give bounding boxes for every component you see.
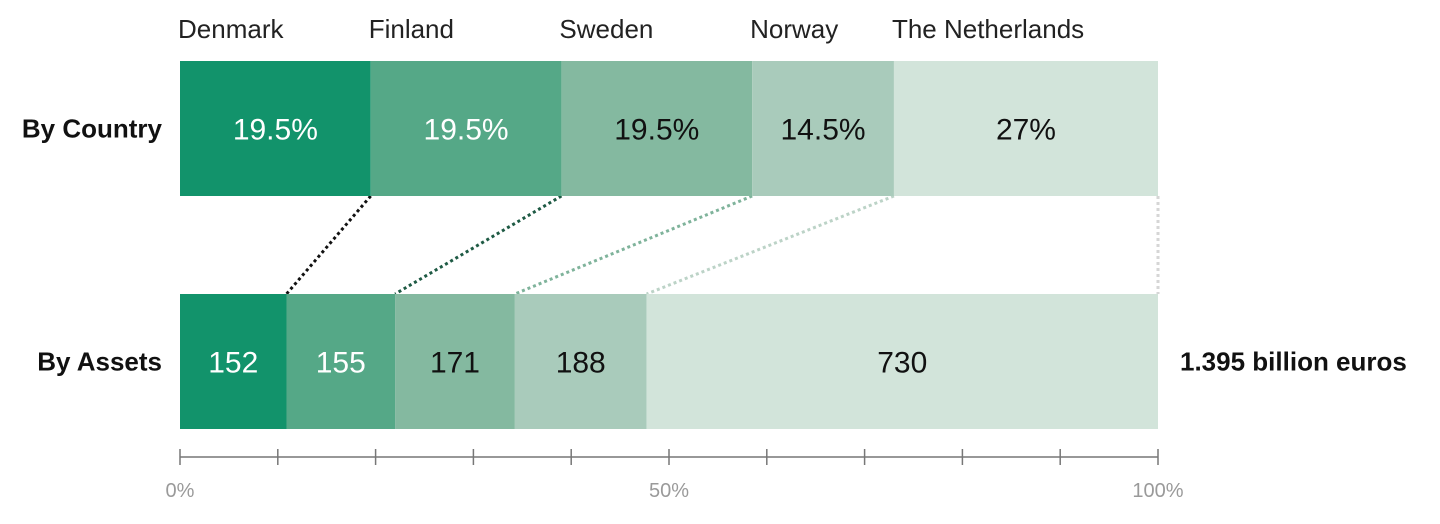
x-tick-label-50: 50% [649,480,689,502]
x-tick-label-100: 100% [1132,480,1183,502]
total-label: 1.395 billion euros [1180,347,1407,377]
row-label-by-country: By Country [22,114,163,144]
bar-by-assets-denmark [180,294,287,429]
connector-norway [646,194,895,296]
bar-by-assets-sweden [395,294,515,429]
data-label-by-country-the-netherlands: 27% [996,114,1056,147]
bar-by-country-norway [752,61,894,196]
bar-by-assets-finland [286,294,396,429]
country-labels: Denmark Finland Sweden Norway The Netherland… [178,14,1084,44]
x-axis: 0% 50% 100% [166,449,1184,502]
bar-by-assets-norway [514,294,647,429]
connector-finland [394,194,563,296]
row-labels: By Country By Assets [22,114,163,377]
x-tick-label-0: 0% [166,480,195,502]
data-label-by-assets-sweden: 171 [430,347,480,380]
legend-norway: Norway [750,14,838,44]
connector-denmark [285,195,372,295]
bar-by-country-the-netherlands [893,61,1158,196]
data-label-by-country-finland: 19.5% [424,114,509,147]
data-label-by-assets-norway: 188 [556,347,606,380]
data-label-by-assets-the-netherlands: 730 [877,347,927,380]
bar-by-country-finland [370,61,562,196]
bar-by-country-denmark [180,61,371,196]
data-label-by-country-norway: 14.5% [780,114,865,147]
legend-denmark: Denmark [178,14,284,44]
data-label-by-assets-finland: 155 [316,347,366,380]
row-label-by-assets: By Assets [37,347,162,377]
segment-labels: 19.5% 19.5% 19.5% 14.5% 27% 152 155 171 188 730 [208,114,1056,380]
bar-by-assets-the-netherlands [646,294,1158,429]
connector-sweden [514,194,753,296]
bars [180,61,1158,429]
legend-sweden: Sweden [559,14,653,44]
bar-by-country-sweden [561,61,753,196]
legend-finland: Finland [369,14,454,44]
data-label-by-country-sweden: 19.5% [614,114,699,147]
connectors [285,194,1160,296]
legend-the-netherlands: The Netherlands [892,14,1084,44]
data-label-by-country-denmark: 19.5% [233,114,318,147]
data-label-by-assets-denmark: 152 [208,347,258,380]
